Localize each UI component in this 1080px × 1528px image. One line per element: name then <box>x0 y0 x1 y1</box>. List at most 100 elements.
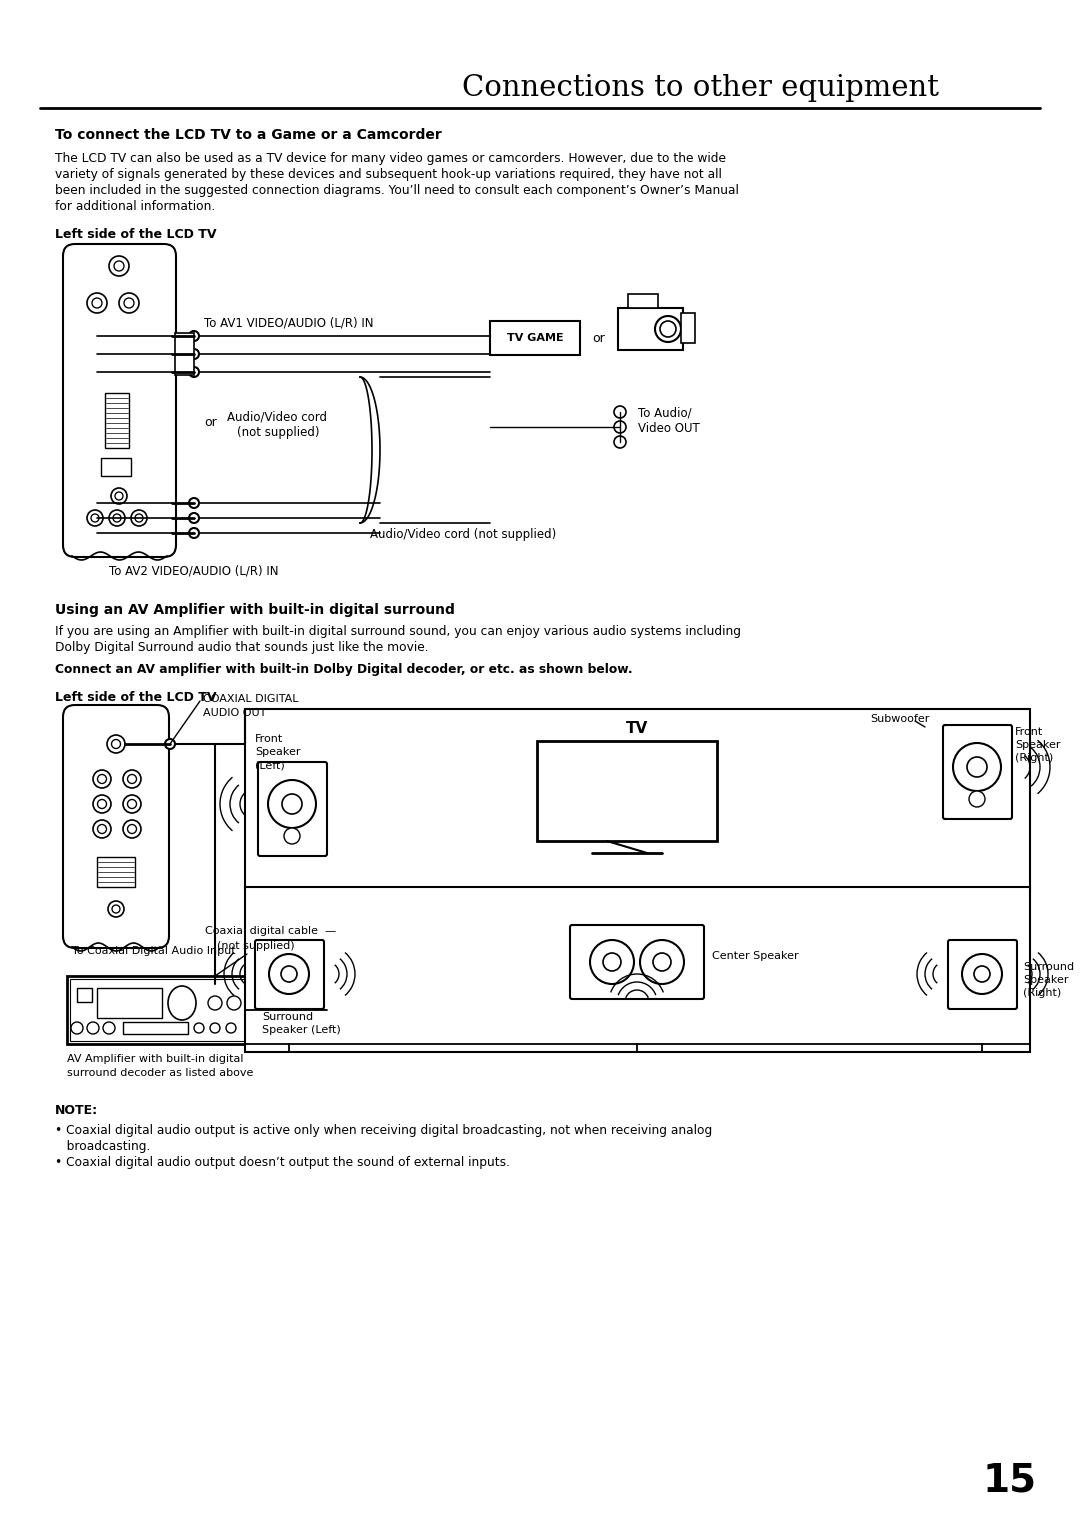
Bar <box>105 393 129 448</box>
Bar <box>245 886 1030 1051</box>
FancyBboxPatch shape <box>570 924 704 999</box>
Text: TV: TV <box>626 721 648 736</box>
Circle shape <box>123 795 141 813</box>
Text: (Right): (Right) <box>1023 989 1062 998</box>
Text: 15: 15 <box>983 1461 1037 1499</box>
Circle shape <box>112 905 120 914</box>
Circle shape <box>640 940 684 984</box>
Circle shape <box>654 316 681 342</box>
Text: If you are using an Amplifier with built-in digital surround sound, you can enjo: If you are using an Amplifier with built… <box>55 625 741 639</box>
Text: Front: Front <box>1015 727 1043 736</box>
Text: Using an AV Amplifier with built-in digital surround: Using an AV Amplifier with built-in digi… <box>55 604 455 617</box>
Text: (not supplied): (not supplied) <box>237 426 320 439</box>
Text: Dolby Digital Surround audio that sounds just like the movie.: Dolby Digital Surround audio that sounds… <box>55 642 429 654</box>
Text: COAXIAL DIGITAL: COAXIAL DIGITAL <box>203 694 298 704</box>
Text: NOTE:: NOTE: <box>55 1105 98 1117</box>
Text: To Coaxial Digital Audio Input: To Coaxial Digital Audio Input <box>72 946 235 957</box>
Circle shape <box>97 825 107 833</box>
Circle shape <box>123 770 141 788</box>
Circle shape <box>93 821 111 837</box>
Text: Audio/Video cord (not supplied): Audio/Video cord (not supplied) <box>370 529 556 541</box>
Text: Audio/Video cord: Audio/Video cord <box>227 410 327 423</box>
Bar <box>70 979 324 1041</box>
Circle shape <box>108 902 124 917</box>
Text: Surround: Surround <box>262 1012 313 1022</box>
Circle shape <box>114 492 123 500</box>
Circle shape <box>660 321 676 338</box>
Text: Video OUT: Video OUT <box>638 422 700 435</box>
Circle shape <box>123 821 141 837</box>
Circle shape <box>615 406 626 419</box>
FancyBboxPatch shape <box>943 724 1012 819</box>
Bar <box>303 996 316 1010</box>
Text: • Coaxial digital audio output doesn’t output the sound of external inputs.: • Coaxial digital audio output doesn’t o… <box>55 1157 510 1169</box>
Circle shape <box>103 1022 114 1034</box>
Circle shape <box>107 735 125 753</box>
Text: Front: Front <box>255 733 283 744</box>
Circle shape <box>127 799 136 808</box>
Bar <box>245 709 1030 889</box>
Text: AUDIO OUT: AUDIO OUT <box>203 707 267 718</box>
Text: Speaker: Speaker <box>1023 975 1068 986</box>
Text: Left side of the LCD TV: Left side of the LCD TV <box>55 691 216 704</box>
Text: Coaxial digital cable  —: Coaxial digital cable — <box>205 926 336 937</box>
Text: Subwoofer: Subwoofer <box>870 714 930 724</box>
Text: The LCD TV can also be used as a TV device for many video games or camcorders. H: The LCD TV can also be used as a TV devi… <box>55 151 726 165</box>
Circle shape <box>189 498 199 507</box>
Text: Speaker: Speaker <box>1015 740 1061 750</box>
Bar <box>627 293 658 309</box>
Circle shape <box>189 348 199 359</box>
Circle shape <box>281 966 297 983</box>
Circle shape <box>114 261 124 270</box>
Bar <box>245 1022 264 1034</box>
Circle shape <box>953 743 1001 792</box>
Circle shape <box>91 513 99 523</box>
FancyBboxPatch shape <box>948 940 1017 1008</box>
Text: Connect an AV amplifier with built-in Dolby Digital decoder, or etc. as shown be: Connect an AV amplifier with built-in Do… <box>55 663 633 675</box>
Text: broadcasting.: broadcasting. <box>55 1140 150 1154</box>
Text: been included in the suggested connection diagrams. You’ll need to consult each : been included in the suggested connectio… <box>55 183 739 197</box>
FancyBboxPatch shape <box>63 704 168 947</box>
Text: To AV2 VIDEO/AUDIO (L/R) IN: To AV2 VIDEO/AUDIO (L/R) IN <box>109 565 279 578</box>
Circle shape <box>208 996 222 1010</box>
Circle shape <box>93 795 111 813</box>
Text: TV GAME: TV GAME <box>507 333 564 342</box>
Text: To connect the LCD TV to a Game or a Camcorder: To connect the LCD TV to a Game or a Cam… <box>55 128 442 142</box>
Text: Speaker (Left): Speaker (Left) <box>262 1025 341 1034</box>
Text: surround decoder as listed above: surround decoder as listed above <box>67 1068 254 1077</box>
Circle shape <box>119 293 139 313</box>
Circle shape <box>97 799 107 808</box>
Circle shape <box>615 435 626 448</box>
Circle shape <box>165 740 175 749</box>
Bar <box>681 313 696 342</box>
Circle shape <box>124 298 134 309</box>
Bar <box>102 458 131 477</box>
Text: (Left): (Left) <box>255 759 285 770</box>
Circle shape <box>210 1024 220 1033</box>
Circle shape <box>127 775 136 784</box>
Circle shape <box>603 953 621 970</box>
FancyBboxPatch shape <box>63 244 176 558</box>
Circle shape <box>962 953 1002 995</box>
Bar <box>77 989 92 1002</box>
Text: AV Amplifier with built-in digital: AV Amplifier with built-in digital <box>67 1054 243 1063</box>
Circle shape <box>127 825 136 833</box>
Circle shape <box>967 756 987 778</box>
Bar <box>288 996 300 1010</box>
Text: Connections to other equipment: Connections to other equipment <box>461 73 939 102</box>
Circle shape <box>87 510 103 526</box>
Circle shape <box>246 996 260 1010</box>
Bar <box>97 989 162 1018</box>
Text: Center Speaker: Center Speaker <box>712 950 798 961</box>
Text: variety of signals generated by these devices and subsequent hook-up variations : variety of signals generated by these de… <box>55 168 721 180</box>
Circle shape <box>109 257 129 277</box>
FancyBboxPatch shape <box>255 940 324 1008</box>
Circle shape <box>189 529 199 538</box>
Bar <box>123 1022 188 1034</box>
Circle shape <box>227 996 241 1010</box>
Circle shape <box>282 795 302 814</box>
Circle shape <box>653 953 671 970</box>
Circle shape <box>109 510 125 526</box>
Text: Surround: Surround <box>1023 963 1075 972</box>
Circle shape <box>87 1022 99 1034</box>
